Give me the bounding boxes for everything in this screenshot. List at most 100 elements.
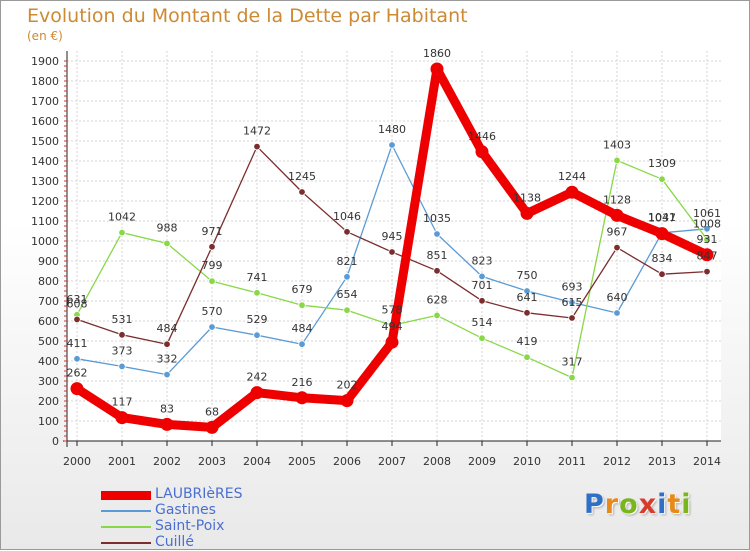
x-tick-label: 2004 bbox=[243, 455, 271, 468]
plot-area bbox=[67, 51, 721, 441]
data-label: 578 bbox=[382, 303, 403, 316]
data-point bbox=[208, 277, 216, 285]
data-point bbox=[388, 141, 396, 149]
data-point bbox=[568, 314, 576, 322]
chart-legend: LAUBRIèRES Gastines Saint-Poix Cuillé bbox=[101, 487, 401, 551]
data-label: 931 bbox=[697, 233, 718, 246]
series-laubri-res bbox=[70, 62, 714, 434]
data-point bbox=[118, 362, 126, 371]
data-label: 823 bbox=[472, 254, 493, 267]
data-label: 967 bbox=[607, 226, 628, 239]
data-label: 1037 bbox=[648, 212, 676, 225]
data-point bbox=[298, 340, 306, 348]
data-point bbox=[478, 272, 486, 281]
data-point bbox=[298, 188, 306, 196]
data-point bbox=[163, 239, 171, 248]
data-label: 693 bbox=[562, 280, 583, 293]
data-label: 971 bbox=[202, 225, 223, 238]
y-tick-label: 600 bbox=[38, 315, 59, 328]
legend-label: Saint-Poix bbox=[155, 518, 225, 534]
data-label: 68 bbox=[205, 405, 219, 418]
data-point bbox=[118, 331, 126, 339]
data-label: 1403 bbox=[603, 138, 631, 151]
data-label: 1860 bbox=[423, 47, 451, 60]
data-label: 628 bbox=[427, 293, 448, 306]
legend-label: LAUBRIèRES bbox=[155, 486, 243, 502]
data-label: 640 bbox=[607, 291, 628, 304]
legend-swatch bbox=[101, 542, 151, 544]
data-label: 615 bbox=[562, 296, 583, 309]
data-point bbox=[205, 420, 219, 434]
legend-item: Gastines bbox=[101, 503, 401, 519]
data-label: 1041 bbox=[648, 211, 676, 224]
data-label: 679 bbox=[292, 283, 313, 296]
data-label: 216 bbox=[292, 376, 313, 389]
data-label: 1472 bbox=[243, 125, 271, 138]
data-point bbox=[523, 287, 531, 295]
data-point bbox=[703, 267, 711, 276]
data-point bbox=[253, 331, 261, 339]
legend-swatch bbox=[101, 526, 151, 528]
data-label: 1138 bbox=[513, 191, 541, 204]
data-point bbox=[523, 309, 531, 317]
data-point bbox=[613, 156, 621, 165]
x-tick-label: 2003 bbox=[198, 455, 226, 468]
data-label: 117 bbox=[112, 396, 133, 409]
chart-unit-label: (en €) bbox=[27, 29, 63, 43]
data-label: 654 bbox=[337, 288, 358, 301]
logo-letter: i bbox=[657, 489, 668, 520]
y-tick-label: 1400 bbox=[31, 155, 59, 168]
y-tick-label: 300 bbox=[38, 375, 59, 388]
data-point bbox=[613, 309, 621, 317]
x-tick-label: 2002 bbox=[153, 455, 181, 468]
y-tick-label: 800 bbox=[38, 275, 59, 288]
data-label: 494 bbox=[382, 320, 403, 333]
data-label: 1128 bbox=[603, 193, 631, 206]
data-label: 1309 bbox=[648, 157, 676, 170]
chart-title: Evolution du Montant de la Dette par Hab… bbox=[27, 5, 468, 27]
data-point bbox=[433, 230, 441, 238]
data-label: 317 bbox=[562, 356, 583, 369]
data-label: 750 bbox=[517, 269, 538, 282]
data-point bbox=[568, 298, 576, 307]
logo-letter: i bbox=[681, 489, 692, 520]
data-label: 851 bbox=[427, 249, 448, 262]
data-point bbox=[70, 382, 84, 396]
y-tick-label: 200 bbox=[38, 395, 59, 408]
data-label: 411 bbox=[67, 337, 88, 350]
logo-letter: t bbox=[667, 489, 682, 520]
data-label: 531 bbox=[112, 313, 133, 326]
legend-swatch bbox=[101, 491, 151, 500]
data-point bbox=[655, 227, 669, 241]
data-point bbox=[298, 301, 306, 309]
logo-letter: P bbox=[584, 489, 605, 520]
data-label: 242 bbox=[247, 371, 268, 384]
data-point bbox=[343, 306, 351, 314]
y-tick-label: 500 bbox=[38, 335, 59, 348]
legend-swatch bbox=[101, 510, 151, 512]
data-point bbox=[115, 411, 129, 425]
y-tick-label: 1300 bbox=[31, 175, 59, 188]
legend-label: Cuillé bbox=[155, 534, 194, 550]
data-label: 1061 bbox=[693, 207, 721, 220]
data-label: 945 bbox=[382, 230, 403, 243]
data-point bbox=[163, 340, 171, 348]
y-tick-label: 400 bbox=[38, 355, 59, 368]
data-point bbox=[73, 355, 81, 363]
data-point bbox=[523, 353, 531, 361]
data-label: 1046 bbox=[333, 210, 361, 223]
data-label: 1446 bbox=[468, 130, 496, 143]
data-label: 988 bbox=[157, 221, 178, 234]
legend-label: Gastines bbox=[155, 502, 216, 518]
data-point bbox=[433, 311, 441, 320]
legend-item: LAUBRIèRES bbox=[101, 487, 401, 503]
grid bbox=[67, 51, 721, 442]
data-point bbox=[658, 175, 666, 183]
data-label: 262 bbox=[67, 367, 88, 380]
y-tick-label: 1600 bbox=[31, 115, 59, 128]
y-tick-label: 1200 bbox=[31, 195, 59, 208]
data-point bbox=[253, 142, 261, 151]
data-point bbox=[250, 386, 264, 400]
logo-letter: o bbox=[619, 489, 639, 520]
